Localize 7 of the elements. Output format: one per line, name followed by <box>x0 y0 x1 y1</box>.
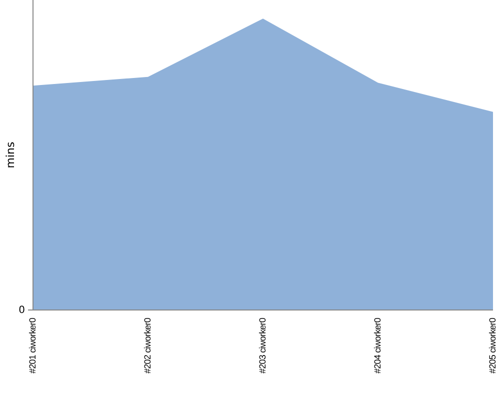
x-tick-label: #203 ciworker0 <box>258 318 268 374</box>
y-axis-title: mins <box>4 142 17 168</box>
x-tick-label: #205 ciworker0 <box>488 318 498 374</box>
text: 0 <box>18 305 25 316</box>
x-tick-label: #202 ciworker0 <box>142 318 153 374</box>
x-tick-label: #201 ciworker0 <box>28 318 38 374</box>
x-tick-label: #204 ciworker0 <box>372 318 383 374</box>
